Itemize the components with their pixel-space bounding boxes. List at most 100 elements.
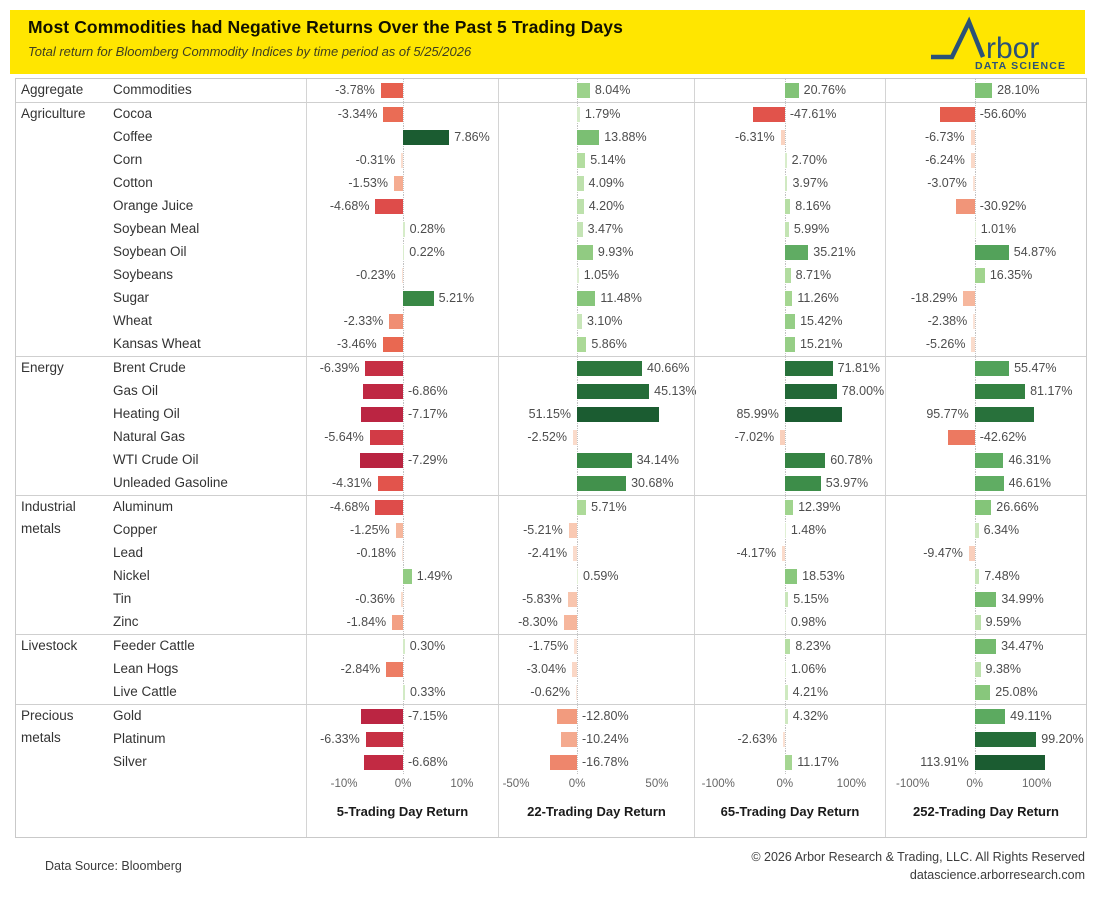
- return-bar[interactable]: [389, 314, 403, 329]
- return-bar[interactable]: [974, 384, 1026, 399]
- return-bar[interactable]: [403, 130, 450, 145]
- return-bar[interactable]: [362, 384, 403, 399]
- return-bar[interactable]: [360, 407, 403, 422]
- return-bar[interactable]: [970, 130, 975, 145]
- return-bar[interactable]: [392, 615, 403, 630]
- return-bar[interactable]: [556, 709, 577, 724]
- return-bar[interactable]: [974, 500, 992, 515]
- return-bar[interactable]: [401, 153, 403, 168]
- return-bar[interactable]: [375, 199, 403, 214]
- return-bar[interactable]: [784, 523, 786, 538]
- return-bar[interactable]: [383, 107, 403, 122]
- return-bar[interactable]: [577, 407, 659, 422]
- return-bar[interactable]: [974, 592, 997, 607]
- return-bar[interactable]: [403, 222, 405, 237]
- return-bar[interactable]: [974, 732, 1037, 747]
- return-bar[interactable]: [784, 569, 798, 584]
- return-bar[interactable]: [403, 569, 412, 584]
- return-bar[interactable]: [784, 314, 796, 329]
- return-bar[interactable]: [974, 361, 1010, 376]
- return-bar[interactable]: [363, 755, 403, 770]
- return-bar[interactable]: [783, 732, 785, 747]
- return-bar[interactable]: [365, 732, 403, 747]
- return-bar[interactable]: [974, 83, 993, 98]
- return-bar[interactable]: [784, 500, 794, 515]
- return-bar[interactable]: [403, 639, 405, 654]
- return-bar[interactable]: [780, 130, 785, 145]
- return-bar[interactable]: [784, 361, 833, 376]
- return-bar[interactable]: [971, 337, 975, 352]
- return-bar[interactable]: [375, 500, 403, 515]
- return-bar[interactable]: [577, 153, 586, 168]
- return-bar[interactable]: [780, 430, 785, 445]
- return-bar[interactable]: [380, 83, 403, 98]
- return-bar[interactable]: [577, 500, 587, 515]
- return-bar[interactable]: [567, 592, 577, 607]
- return-bar[interactable]: [577, 569, 579, 584]
- return-bar[interactable]: [784, 384, 837, 399]
- return-bar[interactable]: [784, 291, 793, 306]
- return-bar[interactable]: [974, 615, 981, 630]
- return-bar[interactable]: [401, 268, 403, 283]
- return-bar[interactable]: [948, 430, 975, 445]
- return-bar[interactable]: [784, 615, 786, 630]
- return-bar[interactable]: [963, 291, 975, 306]
- return-bar[interactable]: [974, 407, 1035, 422]
- return-bar[interactable]: [369, 430, 403, 445]
- return-bar[interactable]: [577, 107, 580, 122]
- return-bar[interactable]: [784, 153, 787, 168]
- return-bar[interactable]: [972, 176, 975, 191]
- return-bar[interactable]: [395, 523, 403, 538]
- return-bar[interactable]: [974, 453, 1004, 468]
- return-bar[interactable]: [577, 176, 584, 191]
- return-bar[interactable]: [974, 569, 980, 584]
- return-bar[interactable]: [974, 222, 976, 237]
- return-bar[interactable]: [784, 662, 786, 677]
- return-bar[interactable]: [577, 314, 582, 329]
- return-bar[interactable]: [577, 83, 590, 98]
- return-bar[interactable]: [574, 639, 577, 654]
- return-bar[interactable]: [784, 199, 791, 214]
- return-bar[interactable]: [550, 755, 577, 770]
- return-bar[interactable]: [974, 523, 979, 538]
- return-bar[interactable]: [784, 685, 788, 700]
- return-bar[interactable]: [974, 662, 981, 677]
- return-bar[interactable]: [563, 615, 577, 630]
- return-bar[interactable]: [974, 685, 991, 700]
- return-bar[interactable]: [968, 546, 975, 561]
- return-bar[interactable]: [573, 546, 577, 561]
- return-bar[interactable]: [784, 755, 793, 770]
- return-bar[interactable]: [784, 337, 795, 352]
- return-bar[interactable]: [572, 430, 577, 445]
- return-bar[interactable]: [560, 732, 577, 747]
- return-bar[interactable]: [974, 709, 1006, 724]
- return-bar[interactable]: [577, 130, 600, 145]
- return-bar[interactable]: [784, 476, 821, 491]
- return-bar[interactable]: [382, 337, 403, 352]
- return-bar[interactable]: [577, 222, 583, 237]
- return-bar[interactable]: [360, 709, 403, 724]
- return-bar[interactable]: [577, 199, 584, 214]
- return-bar[interactable]: [974, 245, 1009, 260]
- return-bar[interactable]: [577, 453, 632, 468]
- return-bar[interactable]: [568, 523, 577, 538]
- return-bar[interactable]: [393, 176, 403, 191]
- return-bar[interactable]: [403, 245, 405, 260]
- return-bar[interactable]: [400, 592, 403, 607]
- return-bar[interactable]: [784, 709, 788, 724]
- return-bar[interactable]: [973, 314, 975, 329]
- return-bar[interactable]: [939, 107, 975, 122]
- return-bar[interactable]: [784, 268, 791, 283]
- return-bar[interactable]: [386, 662, 403, 677]
- return-bar[interactable]: [365, 361, 403, 376]
- return-bar[interactable]: [955, 199, 975, 214]
- return-bar[interactable]: [784, 453, 826, 468]
- return-bar[interactable]: [970, 153, 975, 168]
- return-bar[interactable]: [577, 291, 596, 306]
- return-bar[interactable]: [360, 453, 403, 468]
- return-bar[interactable]: [403, 685, 405, 700]
- return-bar[interactable]: [784, 407, 843, 422]
- return-bar[interactable]: [572, 662, 578, 677]
- return-bar[interactable]: [577, 361, 643, 376]
- return-bar[interactable]: [782, 546, 785, 561]
